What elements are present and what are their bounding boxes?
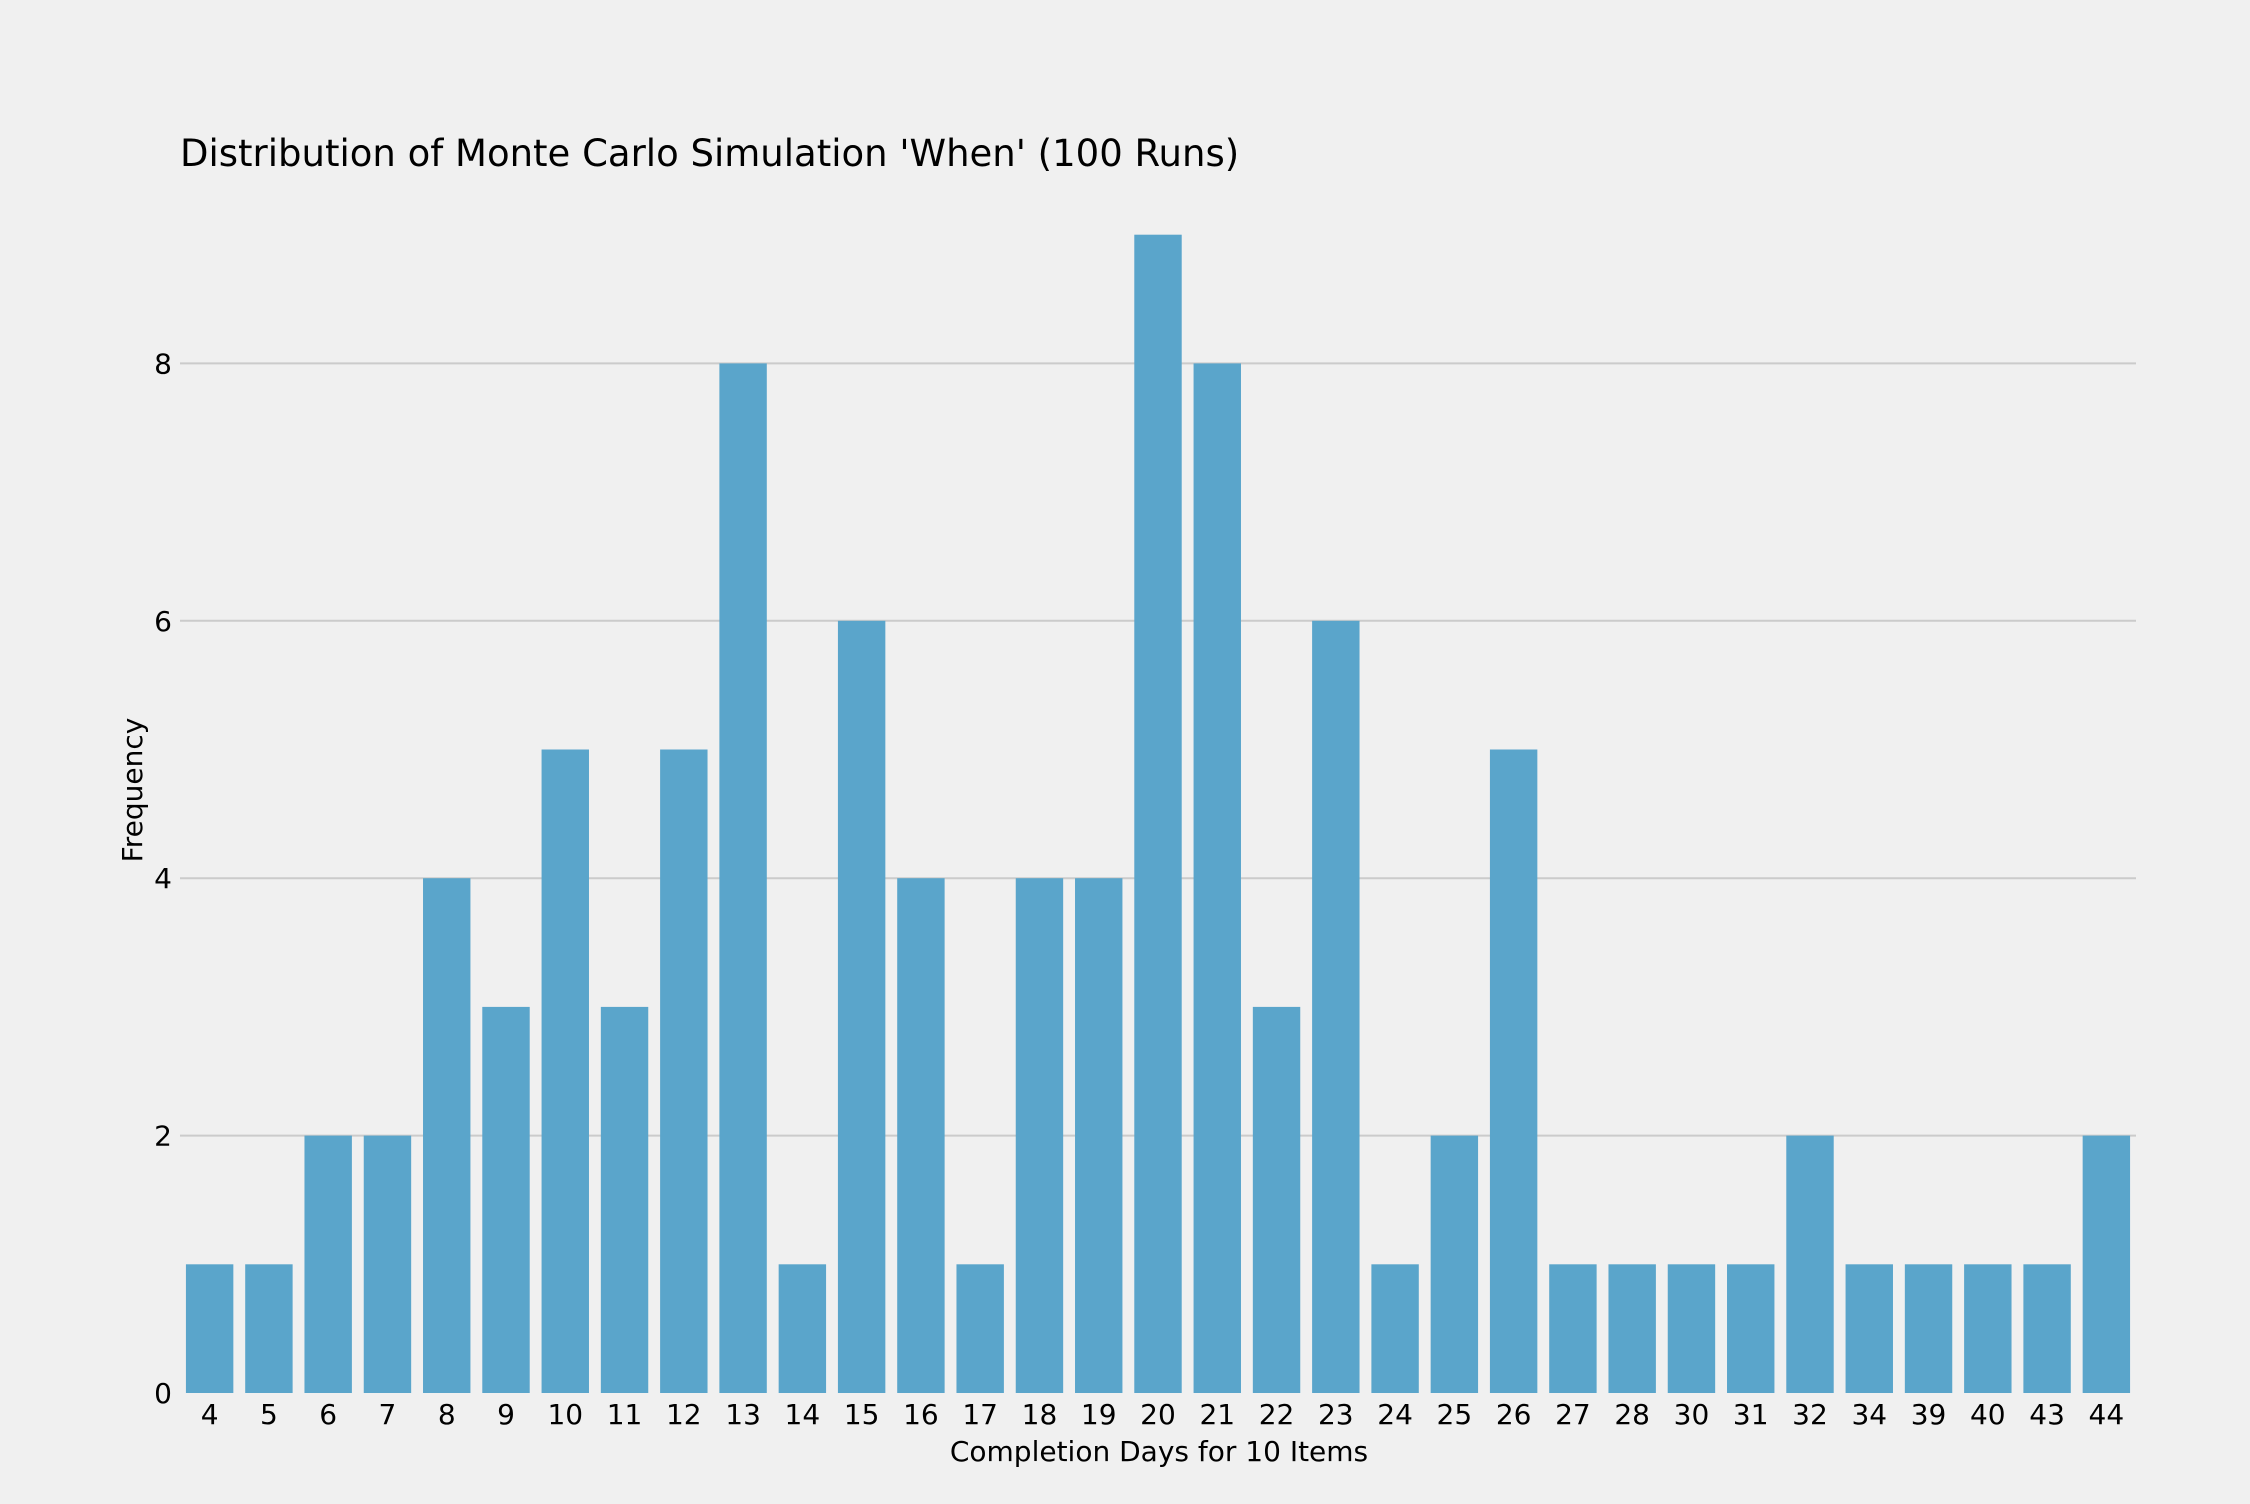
bar-27: [1549, 1264, 1597, 1393]
x-tick-label: 22: [1259, 1398, 1295, 1431]
bar-11: [600, 1006, 649, 1393]
bar-30: [1667, 1264, 1716, 1393]
bar-43: [2023, 1264, 2071, 1393]
x-tick-label: 15: [844, 1398, 880, 1431]
chart-title: Distribution of Monte Carlo Simulation '…: [180, 132, 1239, 175]
bar-12: [660, 749, 708, 1393]
y-tick-label: 8: [154, 347, 172, 380]
bar-21: [1193, 363, 1241, 1393]
x-tick-label: 21: [1199, 1398, 1235, 1431]
bar-18: [1015, 878, 1064, 1393]
x-tick-label: 14: [785, 1398, 821, 1431]
bar-22: [1252, 1006, 1301, 1393]
x-tick-label: 26: [1496, 1398, 1532, 1431]
x-tick-label: 34: [1851, 1398, 1887, 1431]
bar-44: [2082, 1135, 2131, 1393]
y-tick-label: 2: [154, 1120, 172, 1153]
x-tick-label: 8: [438, 1398, 456, 1431]
x-tick-label: 30: [1674, 1398, 1710, 1431]
bar-24: [1371, 1264, 1419, 1393]
x-tick-label: 44: [2089, 1398, 2125, 1431]
x-tick-label: 4: [201, 1398, 219, 1431]
x-tick-label: 31: [1733, 1398, 1769, 1431]
x-tick-label: 10: [547, 1398, 583, 1431]
bar-28: [1608, 1264, 1656, 1393]
x-tick-label: 40: [1970, 1398, 2006, 1431]
x-tick-label: 23: [1318, 1398, 1354, 1431]
x-tick-label: 32: [1792, 1398, 1828, 1431]
bar-13: [719, 363, 767, 1393]
bars: [185, 234, 2131, 1394]
y-tick-label: 6: [154, 605, 172, 638]
x-tick-label: 9: [497, 1398, 515, 1431]
bar-26: [1489, 749, 1538, 1393]
bar-23: [1312, 620, 1360, 1393]
bar-6: [304, 1135, 352, 1393]
bar-10: [541, 749, 589, 1393]
bar-8: [423, 878, 471, 1393]
bar-25: [1430, 1135, 1479, 1393]
bar-16: [897, 878, 945, 1393]
x-tick-label: 24: [1377, 1398, 1413, 1431]
bar-31: [1727, 1264, 1775, 1393]
x-tick-label: 12: [666, 1398, 702, 1431]
bar-34: [1845, 1264, 1893, 1393]
x-tick-label: 27: [1555, 1398, 1591, 1431]
bar-14: [778, 1264, 827, 1393]
bar-17: [956, 1264, 1004, 1393]
x-axis-label: Completion Days for 10 Items: [950, 1435, 1368, 1468]
bar-9: [482, 1006, 530, 1393]
y-tick-label: 4: [154, 862, 172, 895]
y-tick-labels: 0 2 4 6 8: [154, 347, 172, 1410]
x-tick-labels: 4 5 6 7 8 9 10 11 12 13 14 15 16 17 18 19 20 21 22 23 24 25 26…: [201, 1398, 2124, 1431]
bar-40: [1964, 1264, 2012, 1393]
bar-20: [1134, 234, 1182, 1394]
x-tick-label: 19: [1081, 1398, 1117, 1431]
y-tick-label: 0: [154, 1377, 172, 1410]
x-tick-label: 13: [725, 1398, 761, 1431]
bar-7: [363, 1135, 412, 1393]
x-tick-label: 5: [260, 1398, 278, 1431]
x-tick-label: 25: [1437, 1398, 1473, 1431]
bar-32: [1786, 1135, 1834, 1393]
y-axis-label: Frequency: [116, 718, 149, 863]
bar-5: [245, 1264, 293, 1393]
x-tick-label: 11: [607, 1398, 643, 1431]
x-tick-label: 6: [319, 1398, 337, 1431]
x-tick-label: 16: [903, 1398, 939, 1431]
bar-39: [1904, 1264, 1953, 1393]
x-tick-label: 43: [2029, 1398, 2065, 1431]
x-tick-label: 7: [379, 1398, 397, 1431]
x-tick-label: 17: [962, 1398, 998, 1431]
x-tick-label: 28: [1614, 1398, 1650, 1431]
bar-15: [837, 620, 886, 1393]
bar-4: [185, 1264, 234, 1393]
x-tick-label: 20: [1140, 1398, 1176, 1431]
x-tick-label: 39: [1911, 1398, 1947, 1431]
bar-19: [1075, 878, 1123, 1393]
x-tick-label: 18: [1022, 1398, 1058, 1431]
